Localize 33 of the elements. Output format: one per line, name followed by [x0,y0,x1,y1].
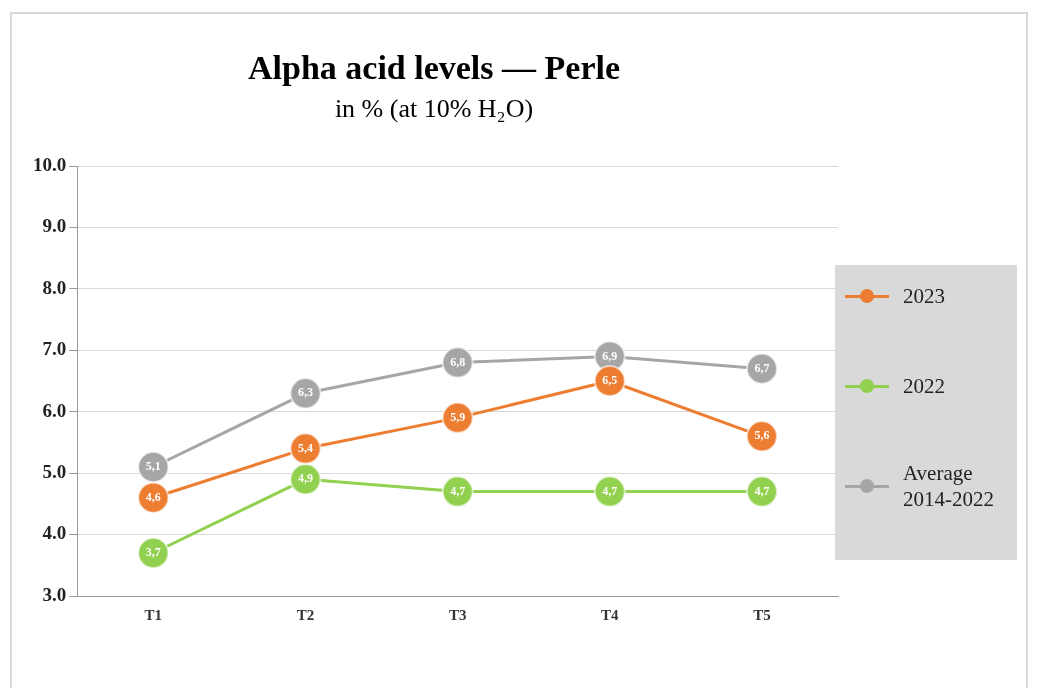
data-label: 4,6 [145,489,161,504]
data-label: 4,7 [450,483,466,498]
legend-label: 2022 [903,373,946,399]
data-label: 4,7 [754,483,770,498]
data-label: 5,1 [145,459,161,474]
data-label: 6,3 [297,385,313,400]
y-tick-label: 8.0 [42,276,67,298]
legend-label: Average 2014-2022 [903,460,995,512]
data-label: 5,4 [297,440,313,455]
x-tick-label: T1 [144,606,163,623]
data-label: 5,9 [450,409,466,424]
data-label: 6,9 [602,348,618,363]
data-label: 4,9 [297,471,313,486]
data-label: 6,5 [602,373,618,388]
x-tick-label: T3 [448,606,467,623]
y-tick-label: 3.0 [42,583,67,605]
y-tick-label: 7.0 [42,338,67,360]
data-label: 5,6 [754,428,770,443]
legend-label: 2023 [903,283,946,309]
data-label: 6,7 [754,360,770,375]
chart-title: Alpha acid levels — Perle [247,49,621,87]
x-tick-label: T5 [753,606,771,623]
data-label: 3,7 [145,545,161,560]
data-label: 4,7 [602,483,618,498]
y-tick-label: 9.0 [42,215,67,237]
data-label: 6,8 [450,354,466,369]
x-tick-label: T4 [601,606,620,623]
y-tick-label: 10.0 [33,153,67,175]
y-tick-label: 4.0 [42,522,67,544]
chart-subtitle: in % (at 10% H₂O) [334,94,534,124]
y-tick-label: 6.0 [42,399,67,421]
y-tick-label: 5.0 [42,461,67,483]
x-tick-label: T2 [296,606,315,623]
